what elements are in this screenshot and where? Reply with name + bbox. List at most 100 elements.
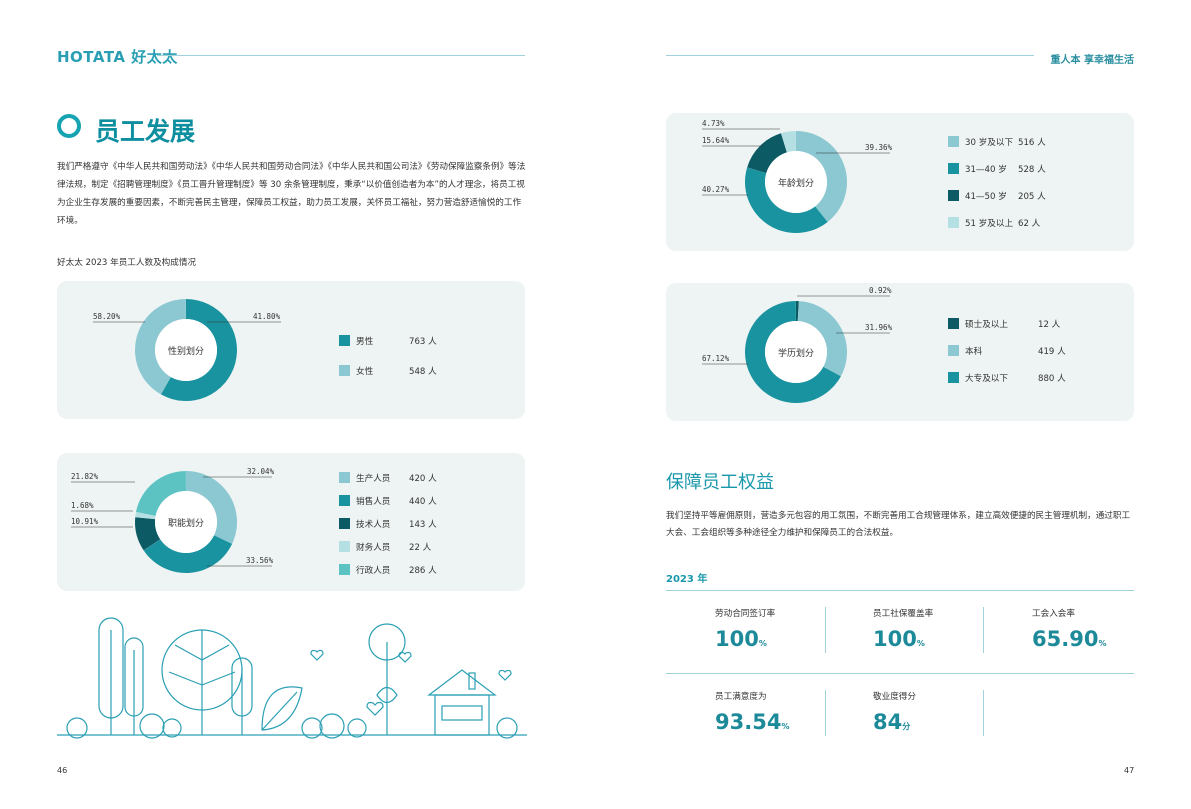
legend-label: 41—50 岁: [965, 190, 1007, 202]
legend-count: 12 人: [1038, 319, 1061, 330]
donut-hole: [155, 491, 217, 553]
stats-middle-divider: [666, 673, 1134, 674]
page-number-left: 46: [57, 766, 68, 775]
donut-chart-gender: 性别划分 58.20% 41.80% 男性 763 人女性 548 人: [93, 299, 437, 401]
percent-label: 10.91%: [71, 517, 99, 526]
donut-hole: [765, 321, 827, 383]
stat-contract-rate: 劳动合同签订率 100%: [715, 607, 855, 651]
stat-unit: 分: [902, 722, 911, 731]
donut-chart-function: 职能划分 32.04% 33.56% 10.91% 1.68% 21.82% 生产人员 420…: [71, 467, 437, 576]
donut-center-label: 性别划分: [168, 345, 204, 357]
legend-swatch: [339, 472, 350, 483]
legend-count: 143 人: [409, 519, 437, 530]
stats-separator: [825, 690, 826, 736]
stat-social-security: 员工社保覆盖率 100%: [873, 607, 1013, 651]
donut-slice: [747, 133, 787, 174]
brand-logo: HOTATA 好太太: [57, 48, 178, 66]
chart-card-age: 年龄划分 39.36% 40.27% 15.64% 4.73% 30 岁及以下 516 人 3…: [666, 113, 1134, 251]
decorative-trees-illustration: [57, 617, 527, 739]
percent-label: 32.04%: [247, 467, 275, 476]
donut-slice: [797, 301, 847, 377]
percent-label: 58.20%: [93, 312, 121, 321]
legend-swatch: [339, 541, 350, 552]
legend-swatch: [948, 372, 959, 383]
percent-label: 39.36%: [865, 143, 893, 152]
stat-label: 员工社保覆盖率: [873, 609, 934, 619]
stat-unit: %: [758, 639, 767, 648]
section-title-rights: 保障员工权益: [666, 472, 774, 493]
percent-label: 41.80%: [253, 312, 281, 321]
page-title: 员工发展: [95, 117, 196, 146]
header-slogan: 重人本 享幸福生活: [1050, 55, 1134, 66]
percent-label: 40.27%: [702, 185, 730, 194]
stat-value: 100: [715, 627, 759, 651]
legend-swatch: [948, 217, 959, 228]
stat-label: 敬业度得分: [873, 692, 916, 702]
legend-count: 880 人: [1038, 373, 1066, 384]
donut-slice: [796, 301, 799, 322]
donut-slice: [135, 299, 186, 395]
donut-slice: [796, 131, 847, 222]
legend-count: 62 人: [1018, 218, 1041, 229]
legend-swatch: [948, 318, 959, 329]
stat-satisfaction: 员工满意度为 93.54%: [715, 690, 855, 734]
legend-label: 30 岁及以下: [965, 136, 1013, 148]
header-divider-right: [666, 55, 1034, 56]
stats-separator: [983, 690, 984, 736]
donut-slice: [186, 471, 237, 544]
legend-label: 财务人员: [356, 541, 391, 553]
legend-swatch: [339, 564, 350, 575]
legend-label: 生产人员: [356, 472, 391, 484]
donut-slice: [160, 299, 237, 401]
legend-count: 763 人: [409, 336, 437, 347]
donut-slice: [136, 471, 186, 516]
donut-chart-age: 年龄划分 39.36% 40.27% 15.64% 4.73% 30 岁及以下 516 人 3…: [702, 119, 1046, 234]
legend-label: 31—40 岁: [965, 163, 1007, 175]
stat-value: 84: [873, 710, 903, 734]
stats-separator: [825, 607, 826, 653]
chart-card-gender: 性别划分 58.20% 41.80% 男性 763 人女性 548 人: [57, 281, 525, 419]
stat-value: 100: [873, 627, 917, 651]
donut-chart-education: 学历划分 0.92% 31.96% 67.12% 硕士及以上 12 人本科 419 人大专及…: [702, 286, 1066, 403]
legend-count: 440 人: [409, 496, 437, 507]
donut-slice: [143, 535, 233, 573]
percent-label: 15.64%: [702, 136, 730, 145]
legend-label: 大专及以下: [965, 372, 1008, 384]
percent-label: 4.73%: [702, 119, 725, 128]
percent-label: 33.56%: [246, 556, 274, 565]
stat-label: 员工满意度为: [715, 692, 767, 702]
donut-hole: [765, 151, 827, 213]
year-label: 2023 年: [666, 574, 708, 585]
donut-hole: [155, 319, 217, 381]
legend-swatch: [948, 163, 959, 174]
charts-caption: 好太太 2023 年员工人数及构成情况: [57, 258, 197, 268]
legend-label: 男性: [356, 335, 374, 347]
donut-center-label: 年龄划分: [778, 177, 814, 189]
legend-swatch: [948, 190, 959, 201]
percent-label: 31.96%: [865, 323, 893, 332]
page-number-right: 47: [1124, 766, 1135, 775]
legend-count: 205 人: [1018, 191, 1046, 202]
title-ring-icon: [57, 114, 81, 138]
legend-label: 技术人员: [356, 518, 391, 530]
legend-label: 51 岁及以上: [965, 217, 1013, 229]
legend-count: 22 人: [409, 542, 432, 553]
stat-union-rate: 工会入会率 65.90%: [1032, 607, 1172, 651]
percent-label: 67.12%: [702, 354, 730, 363]
donut-center-label: 学历划分: [778, 347, 814, 359]
stat-value: 65.90: [1032, 627, 1099, 651]
legend-count: 516 人: [1018, 137, 1046, 148]
legend-count: 286 人: [409, 565, 437, 576]
legend-swatch: [339, 495, 350, 506]
legend-label: 行政人员: [356, 564, 391, 576]
donut-slice: [781, 131, 796, 153]
stat-engagement: 敬业度得分 84分: [873, 690, 1013, 734]
chart-card-function: 职能划分 32.04% 33.56% 10.91% 1.68% 21.82% 生产人员 420…: [57, 453, 525, 591]
donut-slice: [745, 167, 828, 234]
stats-separator: [983, 607, 984, 653]
legend-swatch: [948, 136, 959, 147]
stat-unit: %: [1098, 639, 1107, 648]
donut-center-label: 职能划分: [168, 517, 204, 529]
legend-count: 528 人: [1018, 164, 1046, 175]
percent-label: 21.82%: [71, 472, 99, 481]
